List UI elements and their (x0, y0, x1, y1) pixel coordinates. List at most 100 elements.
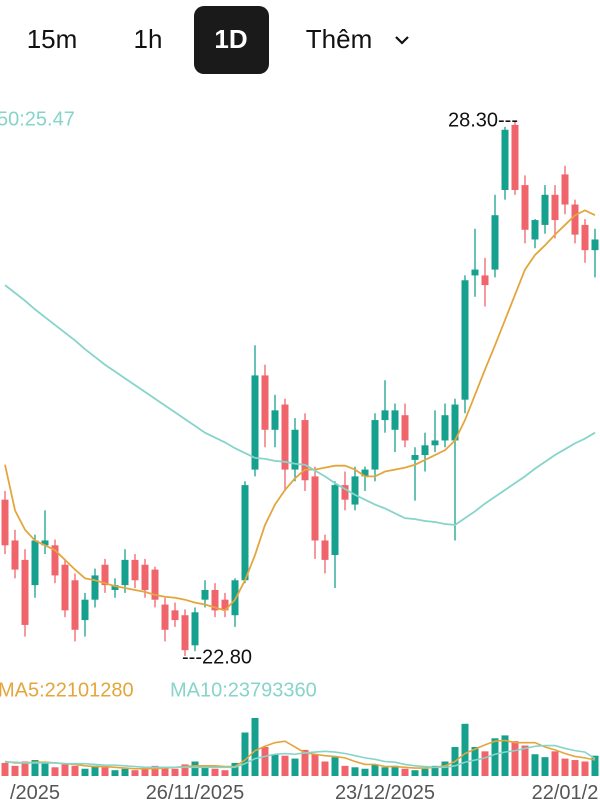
ma-line (4, 284, 596, 526)
volume-bar (191, 761, 199, 776)
volume-bar (411, 770, 419, 776)
volume-bar (61, 764, 69, 776)
candle-body (551, 194, 559, 221)
volume-bar (71, 765, 79, 776)
candle-body (351, 476, 359, 505)
candle-body (471, 269, 479, 276)
volume-bar (91, 765, 99, 776)
candle-body (391, 410, 399, 430)
volume-bar (121, 768, 129, 776)
ma-line (4, 209, 596, 612)
volume-bar (51, 767, 59, 776)
volume-bar (501, 735, 509, 776)
volume-bar (421, 768, 429, 776)
volume-ma-legend: MA5:22101280 (0, 679, 134, 701)
volume-bar (131, 770, 139, 776)
volume-bar (201, 767, 209, 776)
volume-bar (471, 747, 479, 776)
candle-body (51, 545, 59, 576)
volume-bar (151, 765, 159, 776)
volume-bar (381, 767, 389, 776)
candle-body (221, 599, 229, 611)
candle-body (571, 204, 579, 235)
volume-bar (341, 765, 349, 776)
candle-body (321, 540, 329, 560)
volume-bar (481, 751, 489, 776)
volume-bar (551, 751, 559, 776)
volume-bar (81, 768, 89, 776)
x-tick-label: 26/11/2025 (146, 782, 245, 800)
low-annotation: ---22.80 (182, 646, 252, 668)
candle-body (31, 540, 39, 586)
candle-body (291, 429, 299, 470)
volume-bar (141, 768, 149, 776)
volume-ma-line (4, 739, 596, 770)
volume-bar (101, 767, 109, 776)
candle-body (421, 445, 429, 456)
volume-bar (21, 761, 29, 776)
volume-bar (301, 749, 309, 776)
candle-body (41, 540, 49, 546)
volume-bar (431, 765, 439, 776)
volume-bar (291, 758, 299, 776)
high-annotation: 28.30--- (448, 109, 518, 131)
candle-body (531, 220, 539, 240)
tab[interactable]: 1h (134, 24, 163, 54)
candle-body (131, 559, 139, 581)
candle-body (371, 420, 379, 470)
candle-body (431, 440, 439, 446)
active-tab-bg[interactable] (194, 6, 269, 74)
candle-body (401, 415, 409, 441)
dropdown-chevron[interactable] (395, 36, 409, 45)
volume-bar (351, 767, 359, 776)
candle-body (521, 185, 529, 230)
volume-bar (241, 732, 249, 776)
candle-body (261, 375, 269, 430)
tab-active[interactable]: 1D (214, 24, 247, 54)
volume-ma-line (5, 744, 596, 769)
volume-bar (321, 761, 329, 776)
candle-body (201, 589, 209, 600)
volume-bar (1, 762, 9, 776)
x-tick-label: /2025 (10, 782, 60, 800)
volume-bar (591, 755, 599, 776)
candle-body (311, 476, 319, 541)
candle-body (451, 404, 459, 441)
candle-body (581, 224, 589, 251)
ma-legend: 50:25.47 (0, 108, 75, 130)
tab[interactable]: 15m (27, 24, 78, 54)
volume-bar (31, 760, 39, 776)
candle-body (211, 589, 219, 611)
volume-bar (331, 757, 339, 776)
tab[interactable]: Thêm (306, 24, 372, 54)
volume-bar (11, 765, 19, 776)
candle-body (151, 569, 159, 600)
candle-body (341, 485, 349, 500)
x-tick-label: 22/01/2 (532, 782, 599, 800)
candle-body (481, 275, 489, 286)
volume-bar (161, 767, 169, 776)
candle-body (361, 469, 369, 477)
candle-body (441, 415, 449, 441)
volume-bar (311, 754, 319, 776)
candle-body (121, 559, 129, 586)
volume-bar (221, 770, 229, 776)
candle-body (91, 575, 99, 600)
candle-body (501, 129, 509, 190)
volume-bar (571, 760, 579, 776)
volume-bar (171, 768, 179, 776)
candle-body (1, 499, 9, 546)
candle-body (591, 239, 599, 251)
volume-bar (41, 761, 49, 776)
candle-body (541, 194, 549, 225)
volume-bar (281, 755, 289, 776)
volume-bar (441, 761, 449, 776)
candle-body (81, 599, 89, 621)
volume-bar (561, 758, 569, 776)
volume-bar (181, 764, 189, 776)
volume-bar (491, 738, 499, 776)
candle-body (61, 564, 69, 611)
candle-body (181, 615, 189, 651)
